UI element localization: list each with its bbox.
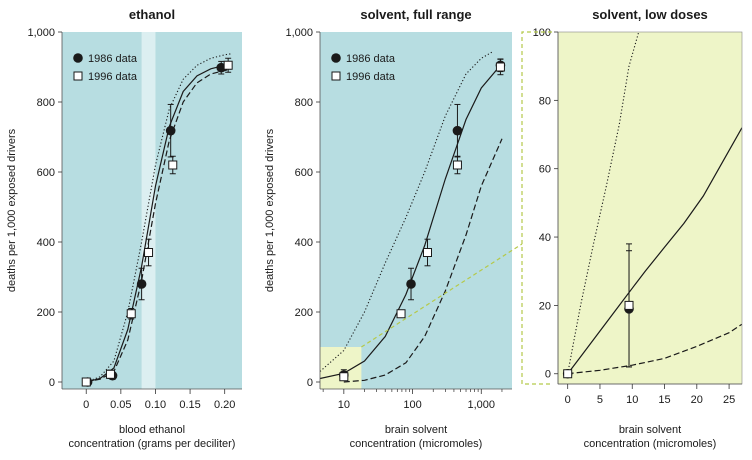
legend-marker-1996 xyxy=(331,71,341,81)
y-tick-label: 600 xyxy=(37,167,55,179)
x-tick-label: 100 xyxy=(403,399,421,411)
x-tick-label: 10 xyxy=(338,399,350,411)
x-tick-label: 25 xyxy=(723,394,735,406)
legend-marker-1996 xyxy=(73,71,83,81)
y-tick-label: 0 xyxy=(545,369,551,381)
fit-curve-dotted xyxy=(567,32,640,374)
data-point-1996 xyxy=(168,160,178,170)
y-tick-label: 60 xyxy=(539,164,551,176)
data-point-1986 xyxy=(452,125,463,136)
panel-solvent-low-doses: 0 20 40 60 80 100 0 5 10 15 20 25 solvent, low doses… xyxy=(533,7,743,450)
legend-label-1986: 1986 data xyxy=(88,53,138,65)
fit-curve-solid xyxy=(567,127,742,375)
data-point-1996 xyxy=(452,160,462,170)
fit-curve-dashed xyxy=(567,323,742,375)
x-axis-label: brain solvent xyxy=(385,424,447,436)
highlight-band xyxy=(141,32,156,389)
x-axis-label-line2: concentration (micromoles) xyxy=(584,438,717,450)
x-tick-label: 0.10 xyxy=(145,399,166,411)
fit-curve-dashed xyxy=(343,138,503,383)
panel-ethanol: 0 200 400 600 800 1,000 0 0.05 0.10 0.15 0.20 ethan… xyxy=(6,7,242,450)
y-axis-label: deaths per 1,000 exposed drivers xyxy=(264,128,276,292)
fit-curve-dotted xyxy=(86,53,232,383)
x-tick-label: 0 xyxy=(565,394,571,406)
y-axis-label: deaths per 1,000 exposed drivers xyxy=(6,128,18,292)
legend-label-1996: 1996 data xyxy=(346,71,396,83)
chart-title: solvent, low doses xyxy=(592,7,708,22)
data-point-1996 xyxy=(126,309,136,319)
x-tick-label: 5 xyxy=(597,394,603,406)
y-tick-label: 100 xyxy=(533,27,551,39)
x-tick-label: 1,000 xyxy=(468,399,496,411)
y-tick-label: 0 xyxy=(49,377,55,389)
legend-label-1986: 1986 data xyxy=(346,53,396,65)
data-point-1986 xyxy=(216,62,227,73)
y-tick-label: 800 xyxy=(295,97,313,109)
chart-title: solvent, full range xyxy=(360,7,471,22)
x-tick-label: 15 xyxy=(658,394,670,406)
data-point-1996 xyxy=(105,369,115,379)
y-tick-label: 80 xyxy=(539,95,551,107)
data-point-1996 xyxy=(422,248,432,257)
y-tick-label: 1,000 xyxy=(27,27,55,39)
zoom-link-line xyxy=(361,243,523,348)
legend-marker-1986 xyxy=(331,53,341,63)
y-tick-label: 20 xyxy=(539,300,551,312)
y-tick-label: 400 xyxy=(295,237,313,249)
y-tick-label: 400 xyxy=(37,237,55,249)
y-tick-label: 200 xyxy=(295,307,313,319)
legend-label-1996: 1996 data xyxy=(88,71,138,83)
data-point-1996 xyxy=(624,300,634,310)
y-tick-label: 40 xyxy=(539,232,551,244)
y-tick-label: 1,000 xyxy=(285,27,313,39)
data-point-1996 xyxy=(396,309,406,319)
x-tick-label: 0.20 xyxy=(214,399,235,411)
data-point-1996 xyxy=(495,62,505,72)
data-point-1996 xyxy=(81,377,91,387)
x-tick-label: 0 xyxy=(83,399,89,411)
x-axis-label-line2: concentration (grams per deciliter) xyxy=(69,438,236,450)
y-tick-label: 200 xyxy=(37,307,55,319)
y-tick-label: 0 xyxy=(307,377,313,389)
data-point-1996 xyxy=(339,372,349,382)
x-tick-label: 0.15 xyxy=(179,399,200,411)
x-axis-label: blood ethanol xyxy=(119,424,185,436)
y-tick-label: 600 xyxy=(295,167,313,179)
data-point-1996 xyxy=(563,369,573,379)
panel-solvent-full-range: 0 200 400 600 800 1,000 10 100 1,000 solvent, ful… xyxy=(264,7,512,450)
zoom-link-lines xyxy=(361,31,552,385)
x-axis-label-line2: concentration (micromoles) xyxy=(350,438,483,450)
data-point-1986 xyxy=(136,279,147,289)
fit-curve-solid xyxy=(320,63,503,380)
y-tick-label: 800 xyxy=(37,97,55,109)
zoom-link-bracket xyxy=(521,31,552,385)
data-point-1996 xyxy=(223,60,233,70)
legend-marker-1986 xyxy=(73,53,83,63)
x-tick-label: 10 xyxy=(626,394,638,406)
chart-title: ethanol xyxy=(129,7,175,22)
data-point-1996 xyxy=(144,248,154,257)
data-point-1986 xyxy=(406,279,416,289)
plot-background xyxy=(558,32,742,384)
low-dose-region xyxy=(320,347,362,389)
data-point-1986 xyxy=(165,125,176,136)
x-axis-label: brain solvent xyxy=(619,424,681,436)
x-tick-label: 20 xyxy=(691,394,703,406)
x-tick-label: 0.05 xyxy=(110,399,131,411)
